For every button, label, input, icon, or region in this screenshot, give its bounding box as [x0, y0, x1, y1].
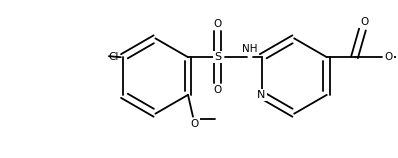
Text: O: O — [360, 17, 369, 27]
Text: N: N — [258, 90, 266, 100]
Text: Cl: Cl — [108, 52, 119, 62]
Text: O: O — [384, 52, 392, 62]
Text: O: O — [214, 85, 222, 95]
Text: O: O — [214, 19, 222, 29]
Text: S: S — [214, 52, 221, 62]
Text: O: O — [191, 119, 199, 129]
Text: NH: NH — [242, 44, 257, 54]
